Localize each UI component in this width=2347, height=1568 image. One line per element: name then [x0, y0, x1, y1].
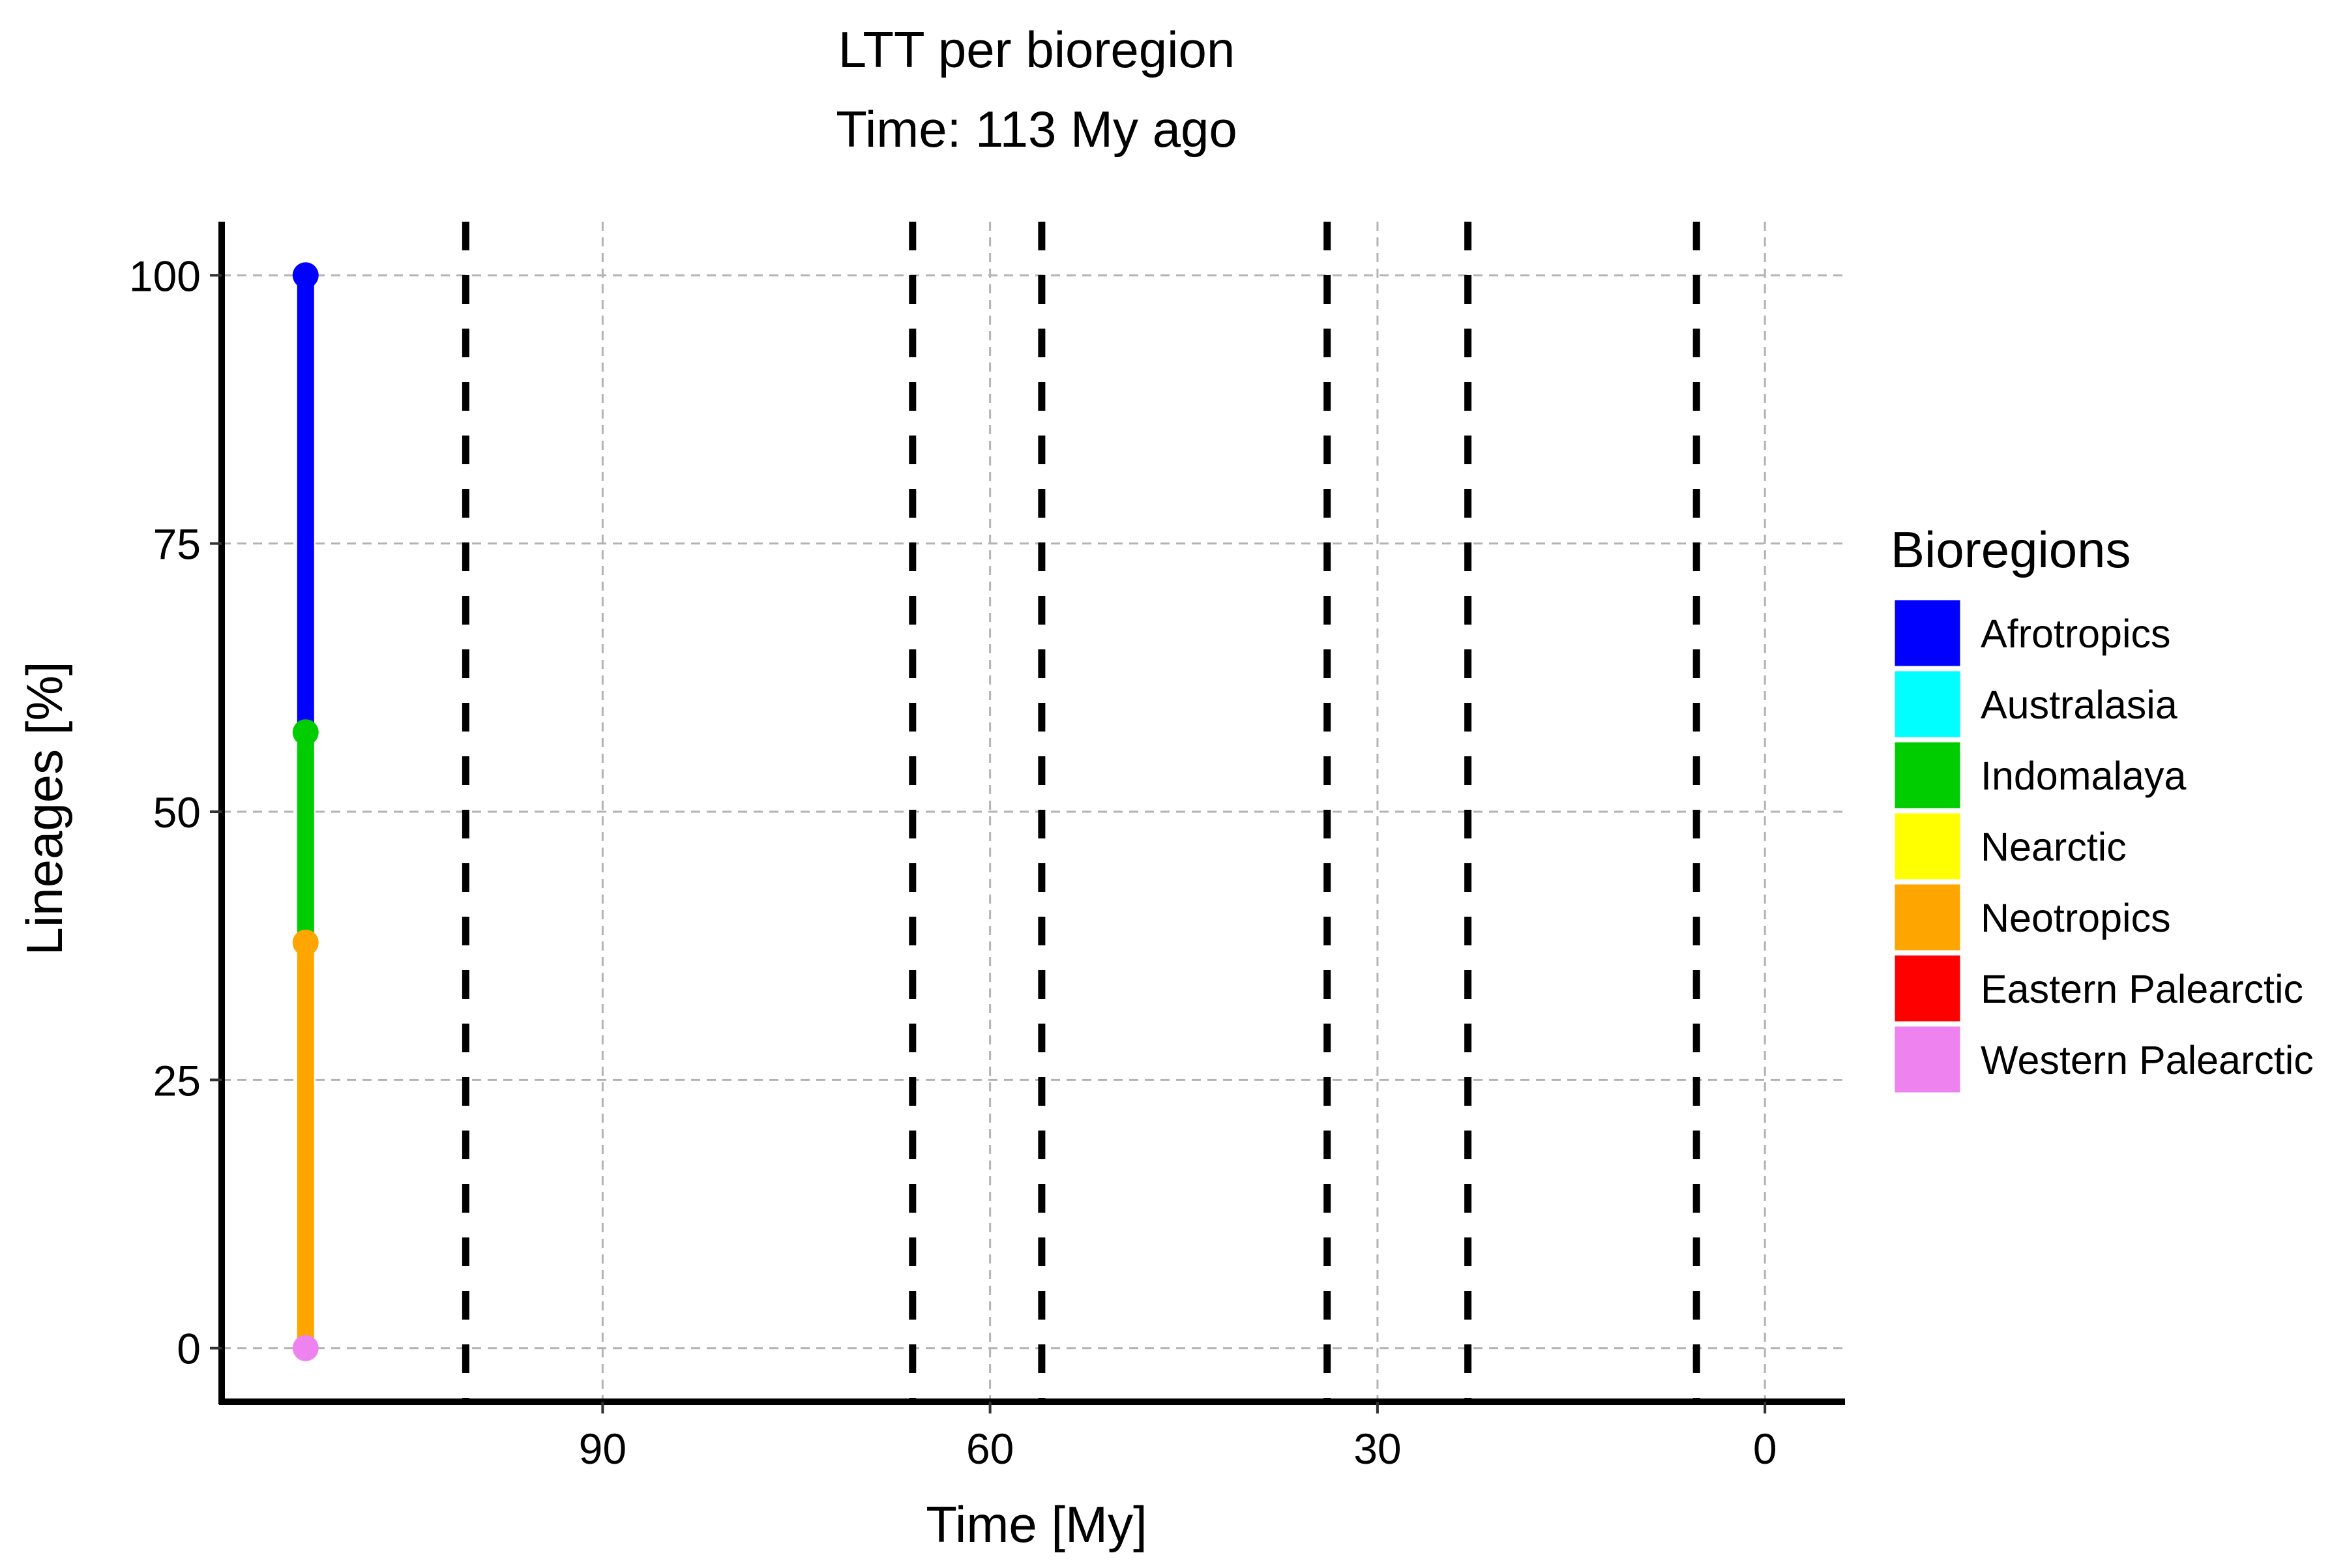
- legend-key-nearctic: [1893, 811, 1962, 881]
- y-tick-label-50: 50: [153, 788, 201, 836]
- legend-label-western-palearctic: Western Palearctic: [1981, 1038, 2314, 1082]
- x-tick-label-30: 30: [1353, 1425, 1401, 1473]
- legend-key-western-palearctic: [1893, 1024, 1962, 1095]
- series-layer: [292, 262, 319, 1361]
- x-tick-label-0: 0: [1753, 1425, 1777, 1473]
- legend-items: Afrotropics Australasia Indomalaya Nearctic…: [1893, 598, 2314, 1095]
- series-point-western-palearctic: [292, 1335, 319, 1361]
- legend-title: Bioregions: [1891, 521, 2131, 578]
- x-axis-label: Time [My]: [926, 1496, 1147, 1553]
- legend-label-australasia: Australasia: [1981, 683, 2177, 727]
- x-tick-label-90: 90: [579, 1425, 627, 1473]
- legend: Bioregions Afrotropics Australasia Indomal…: [1891, 521, 2314, 1095]
- axes-layer: 0 25 50 75 100 90 60 30 0: [129, 222, 1845, 1473]
- legend-label-neotropics: Neotropics: [1981, 896, 2171, 940]
- y-tick-label-25: 25: [153, 1056, 201, 1104]
- legend-key-eastern-palearctic: [1893, 953, 1962, 1024]
- legend-label-afrotropics: Afrotropics: [1981, 612, 2171, 656]
- legend-key-australasia: [1893, 669, 1962, 739]
- legend-label-nearctic: Nearctic: [1981, 825, 2127, 869]
- grid-layer: [222, 222, 1845, 1402]
- y-tick-label-100: 100: [129, 252, 201, 300]
- legend-key-indomalaya: [1893, 740, 1962, 810]
- x-tick-label-60: 60: [966, 1425, 1014, 1473]
- chart-title: LTT per bioregion: [838, 21, 1235, 78]
- legend-key-neotropics: [1893, 882, 1962, 953]
- chart-subtitle: Time: 113 My ago: [836, 100, 1237, 158]
- legend-label-eastern-palearctic: Eastern Palearctic: [1981, 967, 2303, 1011]
- series-point-afrotropics: [292, 262, 319, 289]
- series-point-neotropics: [292, 929, 319, 956]
- y-axis-label: Lineages [%]: [16, 662, 73, 956]
- legend-key-afrotropics: [1893, 598, 1962, 668]
- y-tick-label-0: 0: [177, 1325, 201, 1373]
- y-tick-label-75: 75: [153, 520, 201, 569]
- series-point-indomalaya: [292, 719, 319, 746]
- reference-lines: [462, 222, 1700, 1402]
- legend-label-indomalaya: Indomalaya: [1981, 754, 2186, 798]
